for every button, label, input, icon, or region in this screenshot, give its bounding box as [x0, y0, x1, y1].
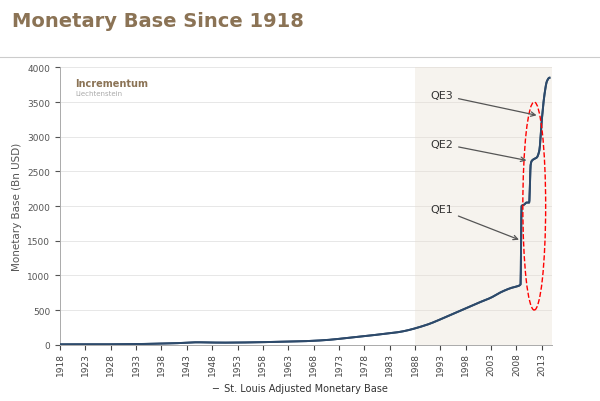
Text: QE2: QE2	[430, 139, 525, 162]
Y-axis label: Monetary Base (Bn USD): Monetary Base (Bn USD)	[12, 142, 22, 271]
Text: Monetary Base Since 1918: Monetary Base Since 1918	[12, 12, 304, 31]
Text: Incrementum: Incrementum	[75, 79, 148, 89]
Text: Liechtenstein: Liechtenstein	[75, 90, 122, 96]
Bar	[415, 68, 552, 345]
Text: ─  St. Louis Adjusted Monetary Base: ─ St. Louis Adjusted Monetary Base	[212, 383, 388, 393]
Text: QE3: QE3	[430, 91, 535, 117]
Text: QE1: QE1	[430, 205, 518, 240]
